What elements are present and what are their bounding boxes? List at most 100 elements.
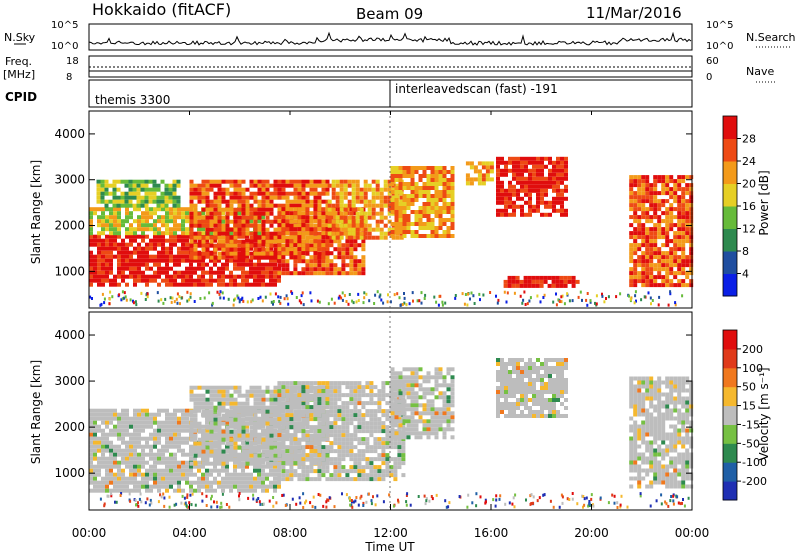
power-cell xyxy=(641,227,646,232)
power-cell xyxy=(681,175,686,180)
velocity-cell xyxy=(117,488,121,493)
power-cell xyxy=(245,274,249,279)
power-cell xyxy=(265,255,270,260)
power-cell xyxy=(189,207,193,212)
power-cell xyxy=(133,278,137,283)
power-cell xyxy=(335,227,340,232)
velocity-cell xyxy=(113,432,117,437)
velocity-cell xyxy=(269,449,274,454)
power-cell xyxy=(673,183,678,188)
power-cell xyxy=(217,179,222,184)
velocity-cell xyxy=(205,385,210,390)
power-cell xyxy=(321,183,326,188)
velocity-cell xyxy=(325,453,330,458)
velocity-cell xyxy=(277,441,282,446)
power-cell xyxy=(117,258,121,263)
power-cell xyxy=(559,279,564,284)
power-cell xyxy=(637,223,642,228)
power-cell xyxy=(105,234,109,239)
power-cell xyxy=(93,207,97,212)
power-cell xyxy=(353,235,358,240)
velocity-cell xyxy=(265,409,270,414)
power-cell xyxy=(653,279,658,284)
power-noise-cell xyxy=(259,295,262,299)
power-cell xyxy=(173,223,177,228)
power-cell xyxy=(689,259,694,264)
power-cell xyxy=(289,247,294,252)
power-cell xyxy=(355,183,360,188)
velocity-cell xyxy=(253,484,257,489)
power-cell xyxy=(281,191,286,196)
power-cell xyxy=(161,254,165,259)
power-cell xyxy=(217,243,222,248)
power-cell xyxy=(661,259,666,264)
velocity-cell xyxy=(269,409,274,414)
power-cell xyxy=(418,206,423,210)
velocity-cell xyxy=(245,472,249,477)
velocity-cell xyxy=(265,453,270,458)
power-cell xyxy=(337,267,342,272)
power-cell xyxy=(157,282,161,287)
velocity-cell xyxy=(145,484,149,489)
power-cell xyxy=(673,263,678,268)
power-cell xyxy=(249,179,254,184)
velocity-cell xyxy=(117,448,121,453)
power-cell xyxy=(645,235,650,240)
velocity-cell xyxy=(89,432,93,437)
power-noise-cell xyxy=(103,297,106,301)
power-cell xyxy=(669,223,674,228)
power-cell xyxy=(121,266,125,271)
power-cell xyxy=(347,227,352,232)
velocity-cell xyxy=(229,472,233,477)
power-cell xyxy=(669,259,674,264)
power-cell xyxy=(560,176,564,181)
velocity-cell xyxy=(277,433,282,438)
power-cell xyxy=(253,183,258,188)
power-cell xyxy=(343,227,348,232)
velocity-cell xyxy=(213,421,218,426)
power-cell xyxy=(446,210,451,214)
velocity-cell xyxy=(121,412,125,417)
power-cell xyxy=(532,204,536,209)
power-cell xyxy=(329,259,334,264)
velocity-cell xyxy=(281,441,286,446)
velocity-cell xyxy=(277,457,282,462)
power-cell xyxy=(281,243,286,248)
power-cell xyxy=(321,267,326,272)
velocity-cell xyxy=(205,420,209,425)
power-cell xyxy=(261,219,266,224)
power-cell xyxy=(343,219,348,224)
velocity-cell xyxy=(337,477,342,482)
velocity-cell xyxy=(337,409,342,414)
velocity-cell xyxy=(189,417,194,422)
power-cell xyxy=(351,191,356,196)
power-cell xyxy=(141,227,145,232)
power-cell xyxy=(145,282,149,287)
velocity-cell xyxy=(281,429,286,434)
power-cell xyxy=(237,231,242,236)
velocity-cell xyxy=(173,440,177,445)
power-noise-cell xyxy=(420,291,423,295)
velocity-cell xyxy=(285,437,290,442)
velocity-cell xyxy=(233,464,237,469)
velocity-cell xyxy=(89,480,93,485)
power-cell xyxy=(229,211,234,216)
power-cell xyxy=(329,227,334,232)
velocity-cell xyxy=(313,477,318,482)
power-cell xyxy=(257,191,262,196)
velocity-cell xyxy=(229,449,234,454)
power-cell xyxy=(673,251,678,256)
velocity-cell xyxy=(213,480,217,485)
velocity-cell xyxy=(185,480,189,485)
power-cell xyxy=(446,218,451,222)
power-cell xyxy=(496,212,500,217)
power-cell xyxy=(161,258,165,263)
power-cell xyxy=(653,251,658,256)
velocity-cell xyxy=(281,437,286,442)
power-cell xyxy=(548,212,552,217)
power-cell xyxy=(289,219,294,224)
power-cell xyxy=(532,160,536,165)
velocity-cell xyxy=(189,433,194,438)
velocity-cell xyxy=(153,452,157,457)
power-cell xyxy=(539,283,544,288)
